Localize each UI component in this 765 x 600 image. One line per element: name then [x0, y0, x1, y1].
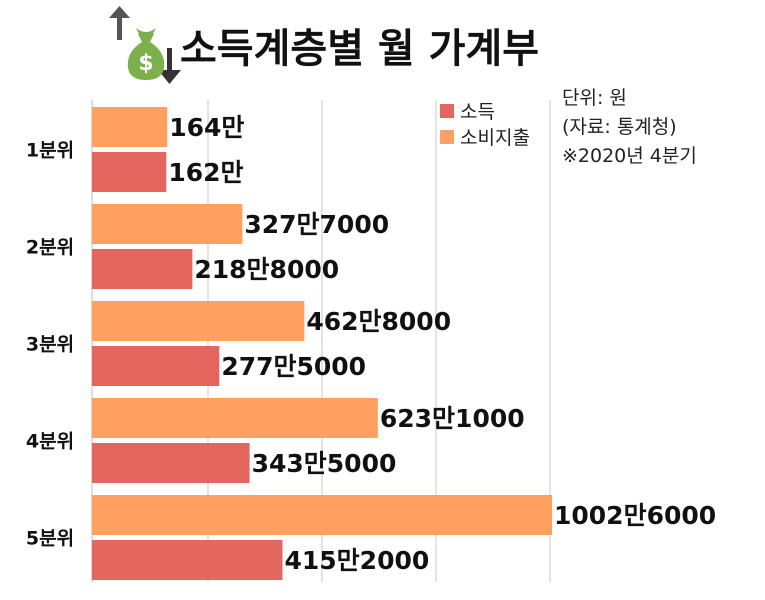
value-label-spending-3: 462만8000 [306, 307, 451, 336]
bar-income-5 [92, 540, 283, 580]
legend-label-spending: 소비지출 [460, 127, 530, 149]
category-label-5: 5분위 [26, 528, 74, 550]
value-label-income-3: 277만5000 [221, 352, 366, 381]
bar-spending-3 [92, 301, 305, 341]
legend: 소득 소비지출 [440, 101, 530, 149]
period-note: ※2020년 4분기 [562, 145, 697, 167]
bar-income-2 [92, 249, 193, 289]
value-label-spending-1: 164만 [169, 113, 244, 142]
notes: 단위: 원 (자료: 통계청) ※2020년 4분기 [562, 87, 697, 167]
category-labels: 1분위 2분위 3분위 4분위 5분위 [26, 140, 74, 550]
legend-swatch-spending [440, 130, 454, 144]
bar-income-4 [92, 443, 250, 483]
chart-title: 소득계층별 월 가계부 [180, 26, 539, 72]
svg-text:$: $ [138, 51, 153, 76]
bar-income-3 [92, 346, 220, 386]
value-label-income-4: 343만5000 [252, 449, 397, 478]
category-label-2: 2분위 [26, 237, 74, 259]
unit-note: 단위: 원 [562, 87, 627, 109]
value-label-spending-4: 623만1000 [380, 404, 525, 433]
bar-spending-5 [92, 495, 552, 535]
source-note: (자료: 통계청) [562, 116, 677, 138]
value-label-spending-2: 327만7000 [244, 210, 389, 239]
legend-swatch-income [440, 104, 454, 118]
money-bag-icon: $ [109, 6, 181, 84]
bar-spending-4 [92, 398, 378, 438]
bar-spending-2 [92, 204, 243, 244]
bar-income-1 [92, 152, 167, 192]
bars [92, 107, 552, 580]
category-label-1: 1분위 [26, 140, 74, 162]
value-label-income-2: 218만8000 [194, 255, 339, 284]
value-label-income-1: 162만 [168, 158, 243, 187]
category-label-3: 3분위 [26, 334, 74, 356]
bar-spending-1 [92, 107, 168, 147]
legend-label-income: 소득 [460, 101, 495, 123]
category-label-4: 4분위 [26, 431, 74, 453]
value-label-income-5: 415만2000 [284, 546, 429, 575]
value-label-spending-5: 1002만6000 [554, 501, 716, 530]
